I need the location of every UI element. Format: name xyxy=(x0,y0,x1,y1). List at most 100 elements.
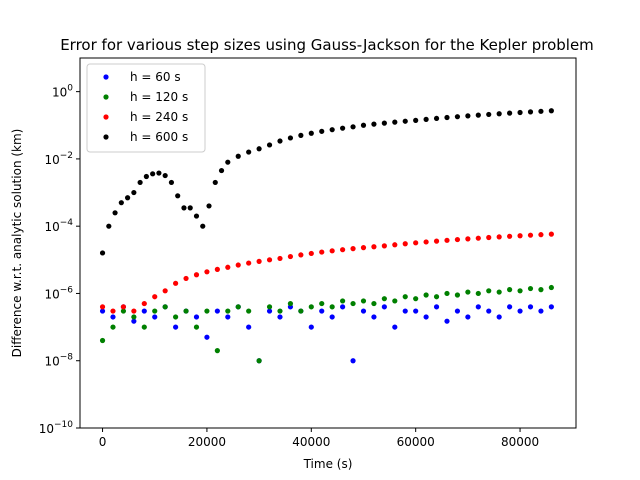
series-3-point xyxy=(486,111,492,118)
series-1-point xyxy=(465,289,471,295)
x-axis: 0 20000 40000 60000 80000 xyxy=(99,428,539,449)
series-1-point xyxy=(308,304,314,310)
series-2-point xyxy=(392,242,398,248)
series-2-point xyxy=(214,266,220,272)
series-3-point xyxy=(465,113,471,119)
x-tick-label: 0 xyxy=(99,435,107,449)
legend-label: h = 60 s xyxy=(130,70,181,84)
y-tick-label: 10−4 xyxy=(44,218,73,234)
legend-label: h = 600 s xyxy=(130,130,188,144)
series-3-point xyxy=(200,223,206,229)
series-1-point xyxy=(319,300,325,307)
series-0-point xyxy=(360,308,367,314)
series-2-point xyxy=(329,248,335,254)
series-2-point xyxy=(287,253,294,260)
series-3-point xyxy=(350,124,356,130)
series-3-point xyxy=(99,250,106,256)
series-1-point xyxy=(507,287,513,293)
series-1-point xyxy=(433,294,440,300)
series-3-point xyxy=(287,135,294,141)
series-1-point xyxy=(371,300,377,307)
series-2-point xyxy=(340,247,346,253)
series-0-point xyxy=(340,304,346,310)
series-3-point xyxy=(319,128,325,134)
series-0-point xyxy=(548,304,554,310)
series-3-point xyxy=(538,108,544,114)
series-0-point xyxy=(193,314,200,320)
series-0-point xyxy=(381,304,387,310)
series-1-point xyxy=(173,314,179,320)
x-tick-label: 60000 xyxy=(397,435,435,449)
series-3-point xyxy=(187,205,193,211)
series-3-point xyxy=(193,213,200,219)
series-2-point xyxy=(246,260,252,266)
series-2-point xyxy=(465,236,471,242)
series-0-point xyxy=(496,314,502,320)
legend-marker xyxy=(103,114,109,120)
series-2-point xyxy=(496,234,502,240)
series-3-point xyxy=(124,195,131,201)
series-1-point xyxy=(162,304,168,310)
series-1-point xyxy=(475,290,481,297)
series-1-point xyxy=(204,308,210,314)
series-3-point xyxy=(308,130,314,136)
series-0-point xyxy=(225,314,231,320)
series-2-point xyxy=(433,238,440,244)
series-2-point xyxy=(131,308,137,314)
series-3-point xyxy=(329,127,335,133)
series-2-point xyxy=(423,239,429,245)
series-0-point xyxy=(475,304,481,310)
series-1-point xyxy=(120,308,127,314)
series-3-point xyxy=(150,171,156,177)
series-2-point xyxy=(277,255,283,262)
series-1-point xyxy=(225,308,231,314)
series-2-point xyxy=(538,232,544,238)
series-2-point xyxy=(308,250,314,257)
x-axis-label: Time (s) xyxy=(303,457,353,471)
series-1-point xyxy=(454,292,461,298)
series-1-point xyxy=(214,348,220,354)
series-2-point xyxy=(319,249,325,255)
series-2-point xyxy=(183,275,189,282)
series-3-point xyxy=(444,114,450,121)
series-3-point xyxy=(277,138,283,144)
series-1-point xyxy=(527,285,534,292)
series-0-point xyxy=(350,358,356,364)
series-2-point xyxy=(256,258,262,264)
series-3-point xyxy=(212,179,218,186)
y-tick-label: 10−8 xyxy=(44,353,73,369)
legend-marker xyxy=(103,74,109,80)
legend-marker xyxy=(103,94,109,100)
y-tick-label: 100 xyxy=(52,84,73,100)
series-0-point xyxy=(266,308,273,314)
series-2-point xyxy=(360,245,367,251)
chart-title: Error for various step sizes using Gauss… xyxy=(60,36,594,54)
series-0-point xyxy=(277,314,283,320)
series-0-point xyxy=(110,314,116,320)
legend: h = 60 s h = 120 s h = 240 s h = 600 s xyxy=(86,63,206,153)
y-axis: 10−10 10−8 10−6 10−4 10−2 100 xyxy=(39,84,80,436)
series-0-point xyxy=(214,308,220,314)
series-1-point xyxy=(246,308,252,314)
series-1-point xyxy=(131,314,137,320)
series-1-point xyxy=(350,300,356,307)
series-0-point xyxy=(538,308,544,314)
series-2-point xyxy=(152,294,158,300)
series-3-point xyxy=(206,203,212,209)
series-0-point xyxy=(444,318,450,324)
series-0-point xyxy=(246,324,252,330)
y-tick-label: 10−2 xyxy=(44,151,73,167)
series-3-point xyxy=(143,173,149,180)
series-3-point xyxy=(131,189,137,196)
series-3-point xyxy=(235,153,241,159)
series-1-point xyxy=(183,308,189,314)
series-3-point xyxy=(181,205,187,211)
series-2-point xyxy=(141,300,147,307)
series-2-point xyxy=(527,232,534,238)
series-0-point xyxy=(465,314,471,320)
series-3-point xyxy=(517,109,523,116)
series-2-point xyxy=(298,252,304,258)
series-1-point xyxy=(298,308,304,314)
series-0-point xyxy=(371,314,377,320)
y-axis-label: Difference w.r.t. analytic solution (km) xyxy=(10,129,24,358)
